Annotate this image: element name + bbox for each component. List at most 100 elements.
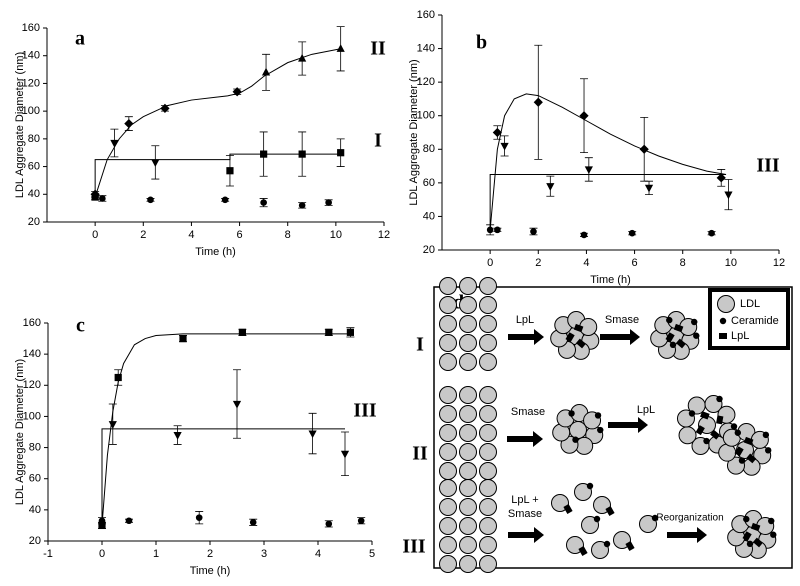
ldl-particle bbox=[439, 353, 457, 371]
data-point bbox=[716, 173, 726, 183]
y-axis-label: LDL Aggregate Diameter (nm) bbox=[14, 359, 26, 505]
ldl-particle bbox=[479, 315, 497, 333]
data-point bbox=[99, 195, 106, 202]
ldl-particle bbox=[639, 515, 657, 533]
ldl-particle bbox=[459, 462, 477, 480]
diagram-frame bbox=[433, 286, 793, 569]
ldl-particle bbox=[439, 517, 457, 535]
ceramide bbox=[669, 341, 677, 349]
data-point bbox=[530, 228, 537, 235]
lpl bbox=[710, 429, 721, 440]
ceramide bbox=[734, 429, 742, 436]
lpl bbox=[716, 415, 724, 425]
x-tick-label: 4 bbox=[583, 257, 589, 269]
annotation: III bbox=[353, 400, 377, 422]
ldl-particle bbox=[479, 462, 497, 480]
y-axis-label: LDL Aggregate Diameter (nm) bbox=[408, 59, 420, 205]
ldl-particle bbox=[439, 555, 457, 573]
y-tick-label: 80 bbox=[28, 133, 40, 145]
y-tick-label: 80 bbox=[29, 441, 41, 453]
ldl-particle bbox=[439, 498, 457, 516]
legend-label: LpL bbox=[731, 330, 749, 342]
ceramide bbox=[770, 531, 777, 538]
x-tick-label: 5 bbox=[369, 548, 375, 560]
y-tick-label: 60 bbox=[28, 160, 40, 172]
ldl-particle bbox=[459, 296, 477, 314]
data-point bbox=[325, 199, 332, 206]
data-point bbox=[110, 139, 119, 148]
ldl-particle bbox=[459, 555, 477, 573]
ceramide bbox=[746, 540, 754, 548]
lpl bbox=[734, 446, 744, 457]
ldl-particle bbox=[678, 426, 697, 445]
step-label: Smase bbox=[511, 406, 545, 418]
y-tick-label: 160 bbox=[417, 9, 435, 21]
x-tick-label: 6 bbox=[632, 257, 638, 269]
data-point bbox=[173, 432, 182, 440]
annotation: I bbox=[374, 130, 382, 152]
ldl-particle bbox=[459, 443, 477, 461]
lpl bbox=[675, 338, 686, 349]
lpl bbox=[695, 425, 705, 436]
ldl-particle bbox=[459, 498, 477, 516]
lpl bbox=[743, 436, 754, 446]
data-point bbox=[221, 196, 229, 204]
data-point bbox=[238, 328, 246, 336]
ldl-particle bbox=[591, 541, 609, 559]
y-tick-label: 40 bbox=[423, 210, 435, 222]
panel-label: d bbox=[453, 292, 464, 314]
fit-line bbox=[101, 333, 351, 526]
data-point bbox=[179, 334, 187, 343]
y-tick-label: 100 bbox=[23, 410, 41, 422]
data-point bbox=[325, 328, 333, 336]
data-point bbox=[226, 167, 234, 175]
ceramide bbox=[572, 436, 579, 443]
legend-label: LDL bbox=[740, 298, 760, 310]
y-tick-label: 20 bbox=[423, 244, 435, 256]
ceramide bbox=[666, 316, 673, 324]
x-tick-label: 2 bbox=[535, 257, 541, 269]
data-point bbox=[249, 519, 257, 526]
ldl-particle bbox=[459, 334, 477, 352]
ceramide bbox=[693, 332, 700, 339]
ldl-particle bbox=[439, 296, 457, 314]
ldl-particle bbox=[459, 536, 477, 554]
ldl-particle bbox=[439, 424, 457, 442]
arrow bbox=[608, 417, 648, 433]
lpl bbox=[605, 506, 615, 516]
y-tick-label: 20 bbox=[28, 216, 40, 228]
ldl-particle bbox=[479, 424, 497, 442]
ceramide bbox=[568, 410, 575, 417]
x-tick-label: 10 bbox=[725, 257, 737, 269]
y-tick-label: 160 bbox=[22, 22, 40, 34]
step-label: Reorganization bbox=[656, 513, 723, 524]
lpl bbox=[575, 338, 586, 349]
ldl-particle bbox=[439, 443, 457, 461]
ceramide bbox=[738, 457, 746, 464]
data-point bbox=[500, 142, 509, 151]
ldl-particle bbox=[479, 353, 497, 371]
ldl-particle bbox=[479, 536, 497, 554]
x-tick-label: 4 bbox=[315, 548, 321, 560]
ldl-particle bbox=[459, 353, 477, 371]
arrow bbox=[667, 527, 707, 543]
annotation: II bbox=[370, 38, 386, 60]
ceramide bbox=[603, 540, 611, 548]
arrow bbox=[508, 527, 544, 543]
data-point bbox=[492, 127, 502, 138]
data-point bbox=[708, 229, 715, 237]
x-tick-label: -1 bbox=[43, 548, 53, 560]
data-point bbox=[584, 166, 593, 175]
step-label: Smase bbox=[605, 314, 639, 326]
data-point bbox=[298, 202, 306, 209]
x-tick-label: 2 bbox=[140, 229, 146, 241]
data-point bbox=[261, 67, 271, 76]
ldl-particle bbox=[479, 443, 497, 461]
x-axis-label: Time (h) bbox=[195, 246, 236, 258]
y-tick-label: 40 bbox=[28, 188, 40, 200]
legend-ldl bbox=[717, 295, 735, 313]
lpl bbox=[665, 332, 675, 343]
lpl bbox=[625, 541, 635, 551]
fit-line bbox=[489, 93, 727, 230]
